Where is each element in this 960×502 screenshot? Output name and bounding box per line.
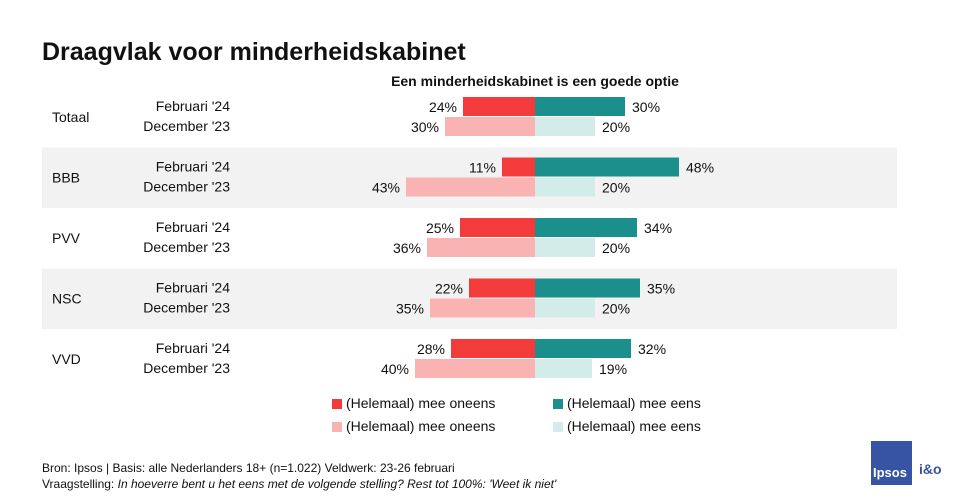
group-label: NSC (52, 291, 82, 307)
bar-disagree (445, 117, 535, 136)
data-label: 20% (602, 240, 630, 256)
period-label: Februari '24 (156, 340, 230, 356)
period-label: Februari '24 (156, 98, 230, 114)
chart-subtitle: Een minderheidskabinet is een goede opti… (391, 73, 679, 89)
data-label: 34% (644, 220, 672, 236)
period-label: Februari '24 (156, 280, 230, 296)
legend-label: (Helemaal) mee oneens (346, 418, 496, 434)
bar-disagree (415, 359, 535, 378)
period-label: December '23 (143, 300, 230, 316)
legend-label: (Helemaal) mee eens (567, 395, 701, 411)
bar-disagree (502, 157, 535, 177)
bar-agree (535, 117, 595, 136)
data-label: 30% (632, 99, 660, 115)
legend-label: (Helemaal) mee oneens (346, 395, 496, 411)
bar-disagree (451, 339, 535, 358)
legend-swatch (332, 422, 342, 433)
data-label: 28% (417, 341, 445, 357)
data-label: 25% (426, 220, 454, 236)
data-label: 20% (602, 301, 630, 317)
bar-agree (535, 298, 595, 318)
data-label: 24% (429, 99, 457, 115)
data-label: 48% (686, 160, 714, 176)
bar-agree (535, 359, 592, 378)
question-text: In hoeverre bent u het eens met de volge… (117, 477, 486, 491)
bar-disagree (469, 278, 535, 298)
bar-agree (535, 238, 595, 257)
legend-item-disagree-feb: (Helemaal) mee oneens (332, 395, 495, 411)
data-label: 36% (393, 240, 421, 256)
period-label: December '23 (143, 239, 230, 255)
bar-agree (535, 97, 625, 116)
group-label: VVD (52, 351, 81, 367)
period-label: December '23 (143, 360, 230, 376)
data-label: 11% (469, 160, 496, 176)
group-label: Totaal (52, 109, 89, 125)
legend-label: (Helemaal) mee eens (567, 418, 701, 434)
question-suffix: 'Weet ik niet' (485, 477, 557, 491)
footer-source: Bron: Ipsos | Basis: alle Nederlanders 1… (42, 461, 455, 475)
bar-disagree (406, 177, 535, 197)
data-label: 19% (599, 361, 627, 377)
data-label: 43% (372, 180, 400, 196)
group-label: BBB (52, 170, 80, 186)
legend-item-disagree-dec: (Helemaal) mee oneens (332, 418, 495, 434)
bar-agree (535, 278, 640, 298)
legend-item-agree-dec: (Helemaal) mee eens (553, 418, 701, 434)
legend-swatch (332, 399, 342, 410)
bar-agree (535, 157, 679, 177)
io-logo: i&o (919, 461, 942, 477)
data-label: 32% (638, 341, 666, 357)
question-prefix: Vraagstelling: (42, 477, 118, 491)
footer-question: Vraagstelling: In hoeverre bent u het ee… (42, 477, 556, 491)
period-label: December '23 (143, 118, 230, 134)
data-label: 22% (435, 281, 463, 297)
bar-agree (535, 339, 631, 358)
bar-agree (535, 218, 637, 237)
bar-disagree (463, 97, 535, 116)
bar-agree (535, 177, 595, 197)
data-label: 20% (602, 180, 630, 196)
ipsos-logo-text: Ipsos (873, 465, 907, 480)
data-label: 40% (381, 361, 409, 377)
bar-disagree (430, 298, 535, 318)
group-label: PVV (52, 230, 81, 246)
bar-disagree (427, 238, 535, 257)
ipsos-logo: Ipsos (871, 441, 912, 485)
period-label: Februari '24 (156, 219, 230, 235)
chart-title: Draagvlak voor minderheidskabinet (42, 38, 466, 66)
legend-swatch (553, 399, 563, 410)
data-label: 35% (647, 281, 675, 297)
period-label: December '23 (143, 179, 230, 195)
period-label: Februari '24 (156, 159, 230, 175)
data-label: 30% (411, 119, 439, 135)
data-label: 35% (396, 301, 424, 317)
legend-swatch (553, 422, 563, 433)
data-label: 20% (602, 119, 630, 135)
bar-disagree (460, 218, 535, 237)
legend-item-agree-feb: (Helemaal) mee eens (553, 395, 701, 411)
